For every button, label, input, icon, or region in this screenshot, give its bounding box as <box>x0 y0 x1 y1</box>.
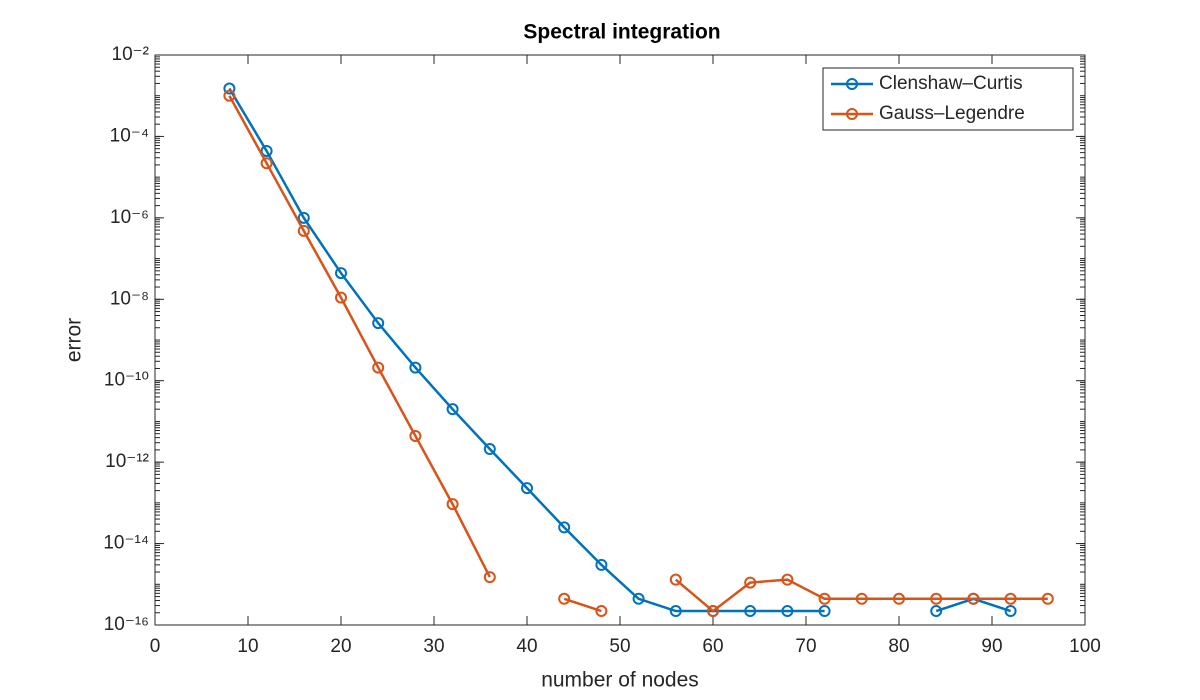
x-tick-label: 50 <box>609 636 630 657</box>
data-point <box>297 211 310 224</box>
x-tick-label: 70 <box>795 636 816 657</box>
y-tick-label: 10⁻⁴ <box>110 125 149 146</box>
y-tick-label: 10⁻² <box>112 44 150 65</box>
y-tick-label: 10⁻¹⁴ <box>103 533 149 554</box>
data-point <box>669 605 682 618</box>
data-point <box>1041 592 1054 605</box>
data-point <box>669 573 682 586</box>
x-tick-label: 30 <box>423 636 444 657</box>
y-tick-label: 10⁻¹² <box>105 451 149 472</box>
legend-marker <box>846 78 858 90</box>
legend-label: Clenshaw–Curtis <box>879 73 1023 94</box>
x-tick-label: 40 <box>516 636 537 657</box>
x-axis-label: number of nodes <box>541 669 699 692</box>
data-point <box>483 443 496 456</box>
data-point <box>707 605 719 618</box>
x-tick-label: 60 <box>702 636 723 657</box>
data-point <box>744 576 757 589</box>
data-point <box>967 592 980 605</box>
data-point <box>595 558 608 571</box>
data-point <box>632 592 645 605</box>
data-point <box>1004 605 1017 618</box>
data-point <box>260 144 273 157</box>
x-tick-label: 100 <box>1069 636 1101 657</box>
data-point <box>595 605 608 618</box>
data-point <box>818 592 831 605</box>
data-point <box>521 482 533 495</box>
data-point <box>409 361 422 374</box>
series-line <box>228 87 1011 613</box>
data-point <box>483 571 496 584</box>
data-point <box>335 267 347 280</box>
data-point <box>297 224 310 237</box>
data-point <box>781 573 794 586</box>
data-point <box>855 592 868 605</box>
data-point <box>930 592 943 605</box>
legend-marker <box>846 108 858 120</box>
plot-frame <box>154 54 1086 626</box>
legend-box <box>822 67 1074 131</box>
series-line <box>228 95 1048 613</box>
x-tick-label: 10 <box>237 636 258 657</box>
chart-title: Spectral integration <box>523 21 720 44</box>
x-tick-label: 90 <box>981 636 1002 657</box>
data-point <box>558 592 571 605</box>
data-point <box>260 157 273 170</box>
data-point <box>558 521 571 534</box>
y-tick-label: 10⁻¹⁰ <box>104 370 149 391</box>
data-point <box>781 605 794 618</box>
data-point <box>893 592 905 605</box>
data-point <box>223 82 236 95</box>
data-point <box>372 317 385 330</box>
y-tick-label: 10⁻¹⁶ <box>104 614 149 635</box>
x-tick-label: 80 <box>888 636 909 657</box>
legend-label: Gauss–Legendre <box>879 103 1025 124</box>
data-point <box>1004 592 1017 605</box>
data-point <box>818 605 831 618</box>
data-point <box>335 291 347 304</box>
data-point <box>744 605 757 618</box>
y-axis-label: error <box>63 318 86 362</box>
y-tick-label: 10⁻⁸ <box>110 288 149 309</box>
data-point <box>446 498 459 511</box>
data-point <box>409 429 422 442</box>
data-point <box>930 605 943 618</box>
x-tick-label: 20 <box>330 636 351 657</box>
x-tick-label: 0 <box>150 636 161 657</box>
data-point <box>372 361 385 374</box>
y-tick-label: 10⁻⁶ <box>110 207 149 228</box>
data-point <box>446 403 459 416</box>
data-point <box>223 89 236 102</box>
